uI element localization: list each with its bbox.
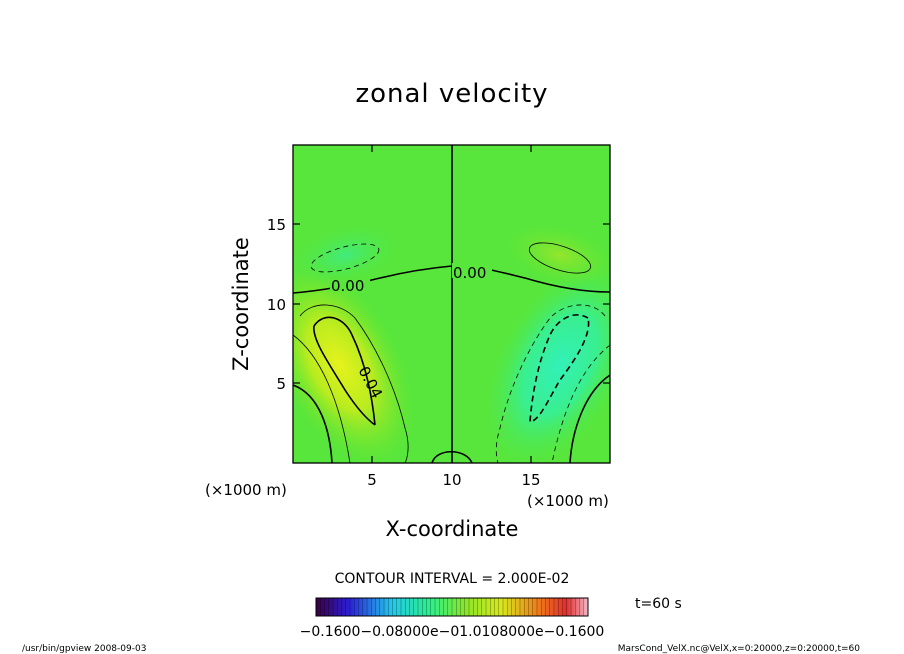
label-bg-1 — [330, 276, 370, 291]
contour-left-0.02 — [299, 304, 409, 463]
x-tick-5: 5 — [367, 471, 377, 489]
label-bg-2 — [452, 263, 492, 278]
field-left-jet — [293, 263, 414, 463]
time-label: t=60 s — [635, 596, 682, 612]
contour-left-0.04 — [313, 316, 376, 426]
field-right-jet — [484, 263, 610, 463]
contour-right-outer — [551, 344, 610, 463]
contour-left-upper — [310, 243, 380, 273]
contour-label-2: 0.00 — [453, 264, 486, 282]
contour-right-bottom — [569, 374, 610, 463]
footer-right: MarsCond_VelX.nc@VelX,x=0:20000,z=0:2000… — [618, 644, 861, 654]
contour-right-n0.04 — [529, 314, 590, 423]
y-axis-title: Z-coordinate — [229, 237, 253, 371]
footer-left: /usr/bin/gpview 2008-09-03 — [22, 644, 146, 654]
x-tick-15: 15 — [521, 471, 540, 489]
contours — [293, 145, 610, 463]
y-unit-label: (×1000 m) — [205, 481, 287, 499]
y-tick-15: 15 — [267, 216, 286, 234]
contour-left-outer — [293, 334, 351, 463]
field-right-upper — [506, 224, 610, 286]
contour-right-upper — [528, 242, 592, 274]
colorbar-labels: −0.1600−0.08000e−01.0108000e−0.1600 — [300, 624, 605, 640]
x-tick-10: 10 — [442, 471, 461, 489]
contour-left-0.04-b — [313, 325, 376, 426]
y-tick-5: 5 — [276, 375, 286, 393]
colorbar-ticks — [320, 598, 584, 616]
y-tick-10: 10 — [267, 296, 286, 314]
x-axis-title: X-coordinate — [386, 517, 519, 541]
contour-label-1: 0.00 — [331, 277, 364, 295]
contour-left-bottom — [293, 384, 333, 463]
chart-title: zonal velocity — [355, 79, 548, 109]
field-left-upper — [293, 224, 399, 286]
y-ticks — [293, 223, 610, 384]
x-ticks — [371, 145, 532, 463]
x-unit-label: (×1000 m) — [527, 492, 609, 510]
contour-center-bump — [431, 450, 473, 463]
plot-area — [293, 145, 610, 463]
contour-zero-left — [293, 265, 453, 294]
contour-interval: CONTOUR INTERVAL = 2.000E-02 — [335, 571, 570, 587]
